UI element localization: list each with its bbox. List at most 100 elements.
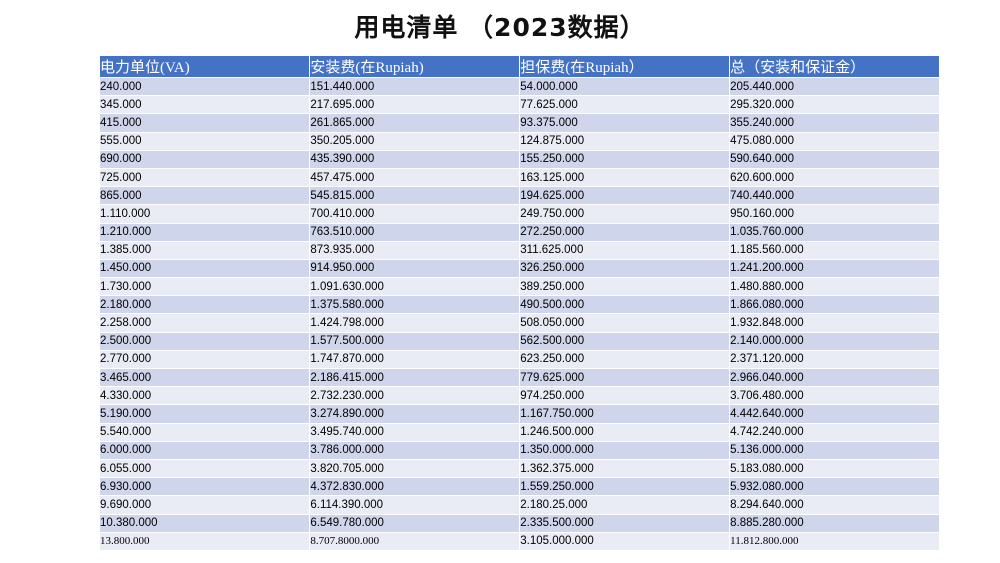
- table-cell: 54.000.000: [519, 76, 731, 96]
- table-row: 6.055.000 3.820.705.000 1.362.375.000 5.183…: [100, 458, 940, 478]
- table-cell: 10.380.000: [100, 513, 311, 533]
- column-header: 担保费(在Rupiah）: [519, 56, 731, 78]
- table-cell: 2.335.500.000: [519, 513, 731, 533]
- table-cell: 2.732.230.000: [309, 386, 521, 405]
- table-cell: 562.500.000: [519, 331, 731, 351]
- table-cell: 1.559.250.000: [519, 477, 731, 496]
- table-cell: 763.510.000: [309, 222, 521, 242]
- table-cell: 6.930.000: [100, 477, 311, 496]
- table-cell: 2.770.000: [100, 349, 311, 369]
- table-cell: 124.875.000: [519, 131, 731, 151]
- table-row: 415.000 261.865.000 93.375.000 355.240.000: [100, 113, 940, 133]
- table-cell: 3.274.890.000: [309, 404, 521, 424]
- table-cell: 1.091.630.000: [309, 277, 521, 296]
- table-row: 9.690.000 6.114.390.000 2.180.25.000 8.294.…: [100, 495, 940, 514]
- table-cell: 1.480.880.000: [729, 277, 940, 296]
- table-cell: 295.320.000: [729, 95, 940, 114]
- table-cell: 1.747.870.000: [309, 349, 521, 369]
- table-cell: 2.966.040.000: [729, 367, 940, 387]
- table-cell: 690.000: [100, 149, 311, 169]
- table-cell: 6.549.780.000: [309, 513, 521, 533]
- table-cell: 77.625.000: [519, 95, 731, 114]
- table-row: 5.540.000 3.495.740.000 1.246.500.000 4.742…: [100, 422, 940, 442]
- table-cell: 974.250.000: [519, 386, 731, 405]
- table-cell: 6.000.000: [100, 440, 311, 460]
- table-cell: 779.625.000: [519, 367, 731, 387]
- table-cell: 873.935.000: [309, 240, 521, 260]
- table-cell: 261.865.000: [309, 113, 521, 133]
- table-cell: 457.475.000: [309, 167, 521, 187]
- table-row: 3.465.000 2.186.415.000 779.625.000 2.966.0…: [100, 367, 940, 387]
- table-cell: 163.125.000: [519, 167, 731, 187]
- table-cell: 249.750.000: [519, 204, 731, 223]
- table-cell: 194.625.000: [519, 186, 731, 205]
- table-cell: 508.050.000: [519, 313, 731, 333]
- table-cell: 3.820.705.000: [309, 458, 521, 478]
- table-cell: 217.695.000: [309, 95, 521, 114]
- table-cell: 700.410.000: [309, 204, 521, 223]
- table-row: 1.210.000 763.510.000 272.250.000 1.035.760…: [100, 222, 940, 242]
- table-cell: 151.440.000: [309, 76, 521, 96]
- table-cell: 355.240.000: [729, 113, 940, 133]
- table-cell: 4.442.640.000: [729, 404, 940, 424]
- table-cell: 1.350.000.000: [519, 440, 731, 460]
- table-cell: 490.500.000: [519, 295, 731, 314]
- table-row: 1.730.000 1.091.630.000 389.250.000 1.480.8…: [100, 277, 940, 296]
- table: 电力单位(VA) 安装费(在Rupiah) 担保费(在Rupiah） 总（安装和保证金…: [100, 56, 940, 550]
- table-cell: 1.730.000: [100, 277, 311, 296]
- table-cell: 6.055.000: [100, 458, 311, 478]
- table-cell: 5.932.080.000: [729, 477, 940, 496]
- table-cell: 9.690.000: [100, 495, 311, 514]
- table-cell: 740.440.000: [729, 186, 940, 205]
- table-row: 690.000 435.390.000 155.250.000 590.640.000: [100, 149, 940, 169]
- table-row: 555.000 350.205.000 124.875.000 475.080.000: [100, 131, 940, 151]
- table-cell: 240.000: [100, 76, 311, 96]
- table-cell: 1.035.760.000: [729, 222, 940, 242]
- table-cell: 1.246.500.000: [519, 422, 731, 442]
- table-cell: 1.450.000: [100, 258, 311, 278]
- table-row: 2.770.000 1.747.870.000 623.250.000 2.371.1…: [100, 349, 940, 369]
- table-cell: 3.465.000: [100, 367, 311, 387]
- table-cell: 1.185.560.000: [729, 240, 940, 260]
- table-cell: 1.241.200.000: [729, 258, 940, 278]
- table-cell: 1.866.080.000: [729, 295, 940, 314]
- table-row: 1.450.000 914.950.000 326.250.000 1.241.200…: [100, 258, 940, 278]
- table-cell: 1.424.798.000: [309, 313, 521, 333]
- table-cell: 545.815.000: [309, 186, 521, 205]
- table-cell: 950.160.000: [729, 204, 940, 223]
- table-row: 865.000 545.815.000 194.625.000 740.440.000: [100, 186, 940, 205]
- table-cell: 914.950.000: [309, 258, 521, 278]
- table-cell: 2.500.000: [100, 331, 311, 351]
- table-cell: 623.250.000: [519, 349, 731, 369]
- table-body: 240.000 151.440.000 54.000.000 205.440.000 3…: [100, 76, 940, 550]
- table-cell: 2.140.000.000: [729, 331, 940, 351]
- table-row: 1.110.000 700.410.000 249.750.000 950.160.0…: [100, 204, 940, 223]
- table-cell: 3.786.000.000: [309, 440, 521, 460]
- table-cell: 2.186.415.000: [309, 367, 521, 387]
- table-cell: 865.000: [100, 186, 311, 205]
- table-cell: 155.250.000: [519, 149, 731, 169]
- table-cell: 93.375.000: [519, 113, 731, 133]
- table-row: 240.000 151.440.000 54.000.000 205.440.000: [100, 76, 940, 96]
- table-cell: 8.885.280.000: [729, 513, 940, 533]
- table-cell: 435.390.000: [309, 149, 521, 169]
- table-row: 345.000 217.695.000 77.625.000 295.320.000: [100, 95, 940, 114]
- table-cell: 2.258.000: [100, 313, 311, 333]
- table-row: 1.385.000 873.935.000 311.625.000 1.185.560…: [100, 240, 940, 260]
- table-cell: 1.210.000: [100, 222, 311, 242]
- table-row: 13.800.000 8.707.8000.000 3.105.000.000 11.…: [100, 531, 940, 550]
- table-cell: 326.250.000: [519, 258, 731, 278]
- table-cell: 350.205.000: [309, 131, 521, 151]
- table-cell: 272.250.000: [519, 222, 731, 242]
- table-cell: 590.640.000: [729, 149, 940, 169]
- table-cell: 6.114.390.000: [309, 495, 521, 514]
- table-cell: 1.362.375.000: [519, 458, 731, 478]
- table-cell: 555.000: [100, 131, 311, 151]
- table-cell: 11.812.800.000: [729, 531, 940, 550]
- table-cell: 2.371.120.000: [729, 349, 940, 369]
- table-cell: 725.000: [100, 167, 311, 187]
- table-cell: 4.330.000: [100, 386, 311, 405]
- table-cell: 475.080.000: [729, 131, 940, 151]
- table-cell: 3.706.480.000: [729, 386, 940, 405]
